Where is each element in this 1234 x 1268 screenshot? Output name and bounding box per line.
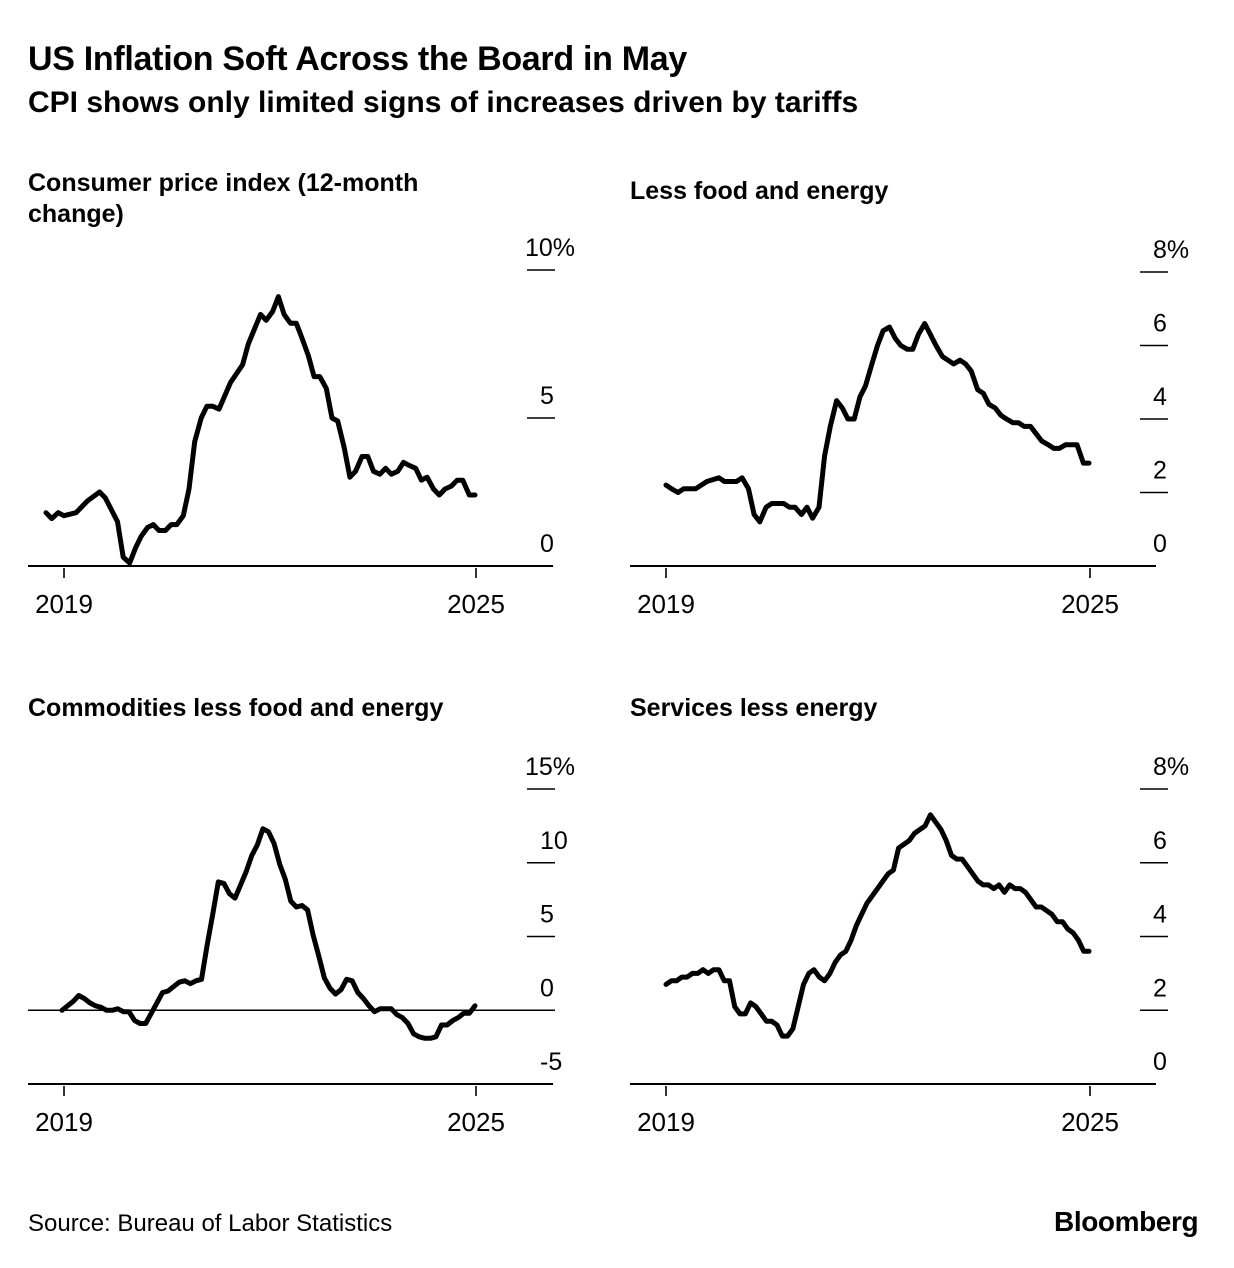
x-tick-label-cpi-0: 2019 — [35, 589, 93, 619]
y-tick-label-services-3: 6 — [1153, 827, 1167, 855]
bloomberg-logo: Bloomberg — [1054, 1206, 1199, 1237]
y-tick-label-cpi-1: 5 — [540, 382, 554, 410]
y-tick-label-core-2: 4 — [1153, 383, 1167, 411]
x-tick-label-core-0: 2019 — [637, 589, 695, 619]
chart-title: US Inflation Soft Across the Board in Ma… — [28, 40, 687, 78]
y-tick-label-commodities-1: 0 — [540, 974, 554, 1002]
x-tick-label-services-0: 2019 — [637, 1107, 695, 1137]
y-tick-label-commodities-3: 10 — [540, 827, 568, 855]
series-line-commodities — [59, 826, 478, 1041]
series-line-services — [663, 812, 1092, 1039]
panel-title-core: Less food and energy — [630, 177, 889, 205]
y-tick-label-core-4: 8% — [1153, 236, 1189, 264]
y-tick-label-services-2: 4 — [1153, 901, 1167, 929]
panel-title-commodities: Commodities less food and energy — [28, 694, 444, 722]
y-tick-label-core-1: 2 — [1153, 457, 1167, 485]
y-tick-label-core-0: 0 — [1153, 530, 1167, 558]
x-tick-label-cpi-1: 2025 — [447, 589, 505, 619]
series-line-cpi — [43, 294, 478, 566]
y-tick-label-cpi-0: 0 — [540, 530, 554, 558]
x-tick-label-core-1: 2025 — [1061, 589, 1119, 619]
x-tick-label-commodities-0: 2019 — [35, 1107, 93, 1137]
panel-title-services: Services less energy — [630, 694, 878, 722]
series-line-core — [663, 321, 1092, 525]
y-tick-label-services-4: 8% — [1153, 753, 1189, 781]
y-tick-label-services-1: 2 — [1153, 974, 1167, 1002]
y-tick-label-commodities-4: 15% — [525, 753, 575, 781]
source-note: Source: Bureau of Labor Statistics — [28, 1210, 393, 1237]
x-tick-label-services-1: 2025 — [1061, 1107, 1119, 1137]
y-tick-label-cpi-2: 10% — [525, 234, 575, 262]
y-tick-label-commodities-0: -5 — [540, 1048, 562, 1076]
y-tick-label-commodities-2: 5 — [540, 901, 554, 929]
panel-title-cpi: Consumer price index (12-month change) — [28, 169, 419, 228]
y-tick-label-services-0: 0 — [1153, 1048, 1167, 1076]
chart-subtitle: CPI shows only limited signs of increase… — [28, 86, 859, 119]
x-tick-label-commodities-1: 2025 — [447, 1107, 505, 1137]
y-tick-label-core-3: 6 — [1153, 310, 1167, 338]
